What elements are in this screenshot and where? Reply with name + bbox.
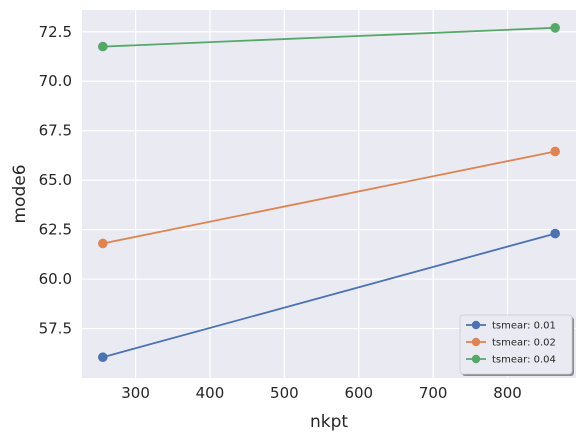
y-tick-label: 57.5 <box>39 320 72 338</box>
legend-label: tsmear: 0.02 <box>492 338 556 349</box>
x-axis-label: nkpt <box>310 412 348 432</box>
legend-item: tsmear: 0.01 <box>466 321 556 332</box>
legend-marker <box>471 354 481 364</box>
data-point <box>550 228 560 239</box>
x-tick-label: 700 <box>419 384 448 402</box>
data-point <box>550 23 560 33</box>
x-tick-label: 300 <box>121 384 150 402</box>
legend-item: tsmear: 0.02 <box>466 338 556 349</box>
x-tick-label: 800 <box>493 384 522 402</box>
x-tick-label: 400 <box>196 384 225 402</box>
series-2 <box>98 146 560 249</box>
legend-box <box>459 314 573 375</box>
y-tick-label: 67.5 <box>39 122 72 140</box>
data-point <box>98 238 108 249</box>
data-point <box>550 146 560 157</box>
y-tick-label: 70.0 <box>39 72 72 90</box>
x-tick-labels: 300 400 500 600 700 800 <box>121 384 522 402</box>
legend-item: tsmear: 0.04 <box>466 355 556 366</box>
series-lines <box>98 23 560 363</box>
x-tick-label: 600 <box>344 384 373 402</box>
y-tick-label: 62.5 <box>39 221 72 239</box>
series-line <box>102 232 556 359</box>
series-1 <box>98 228 560 363</box>
grid <box>82 10 576 378</box>
y-tick-label: 65.0 <box>39 171 72 189</box>
series-line <box>102 26 556 48</box>
data-point <box>98 41 108 52</box>
legend-label: tsmear: 0.01 <box>492 321 556 332</box>
legend-label: tsmear: 0.04 <box>492 355 556 366</box>
legend-marker <box>471 320 481 330</box>
series-3 <box>98 23 560 52</box>
data-point <box>98 352 108 363</box>
legend: tsmear: 0.01 tsmear: 0.02 tsmear: 0.04 <box>459 314 574 376</box>
series-line <box>102 150 556 245</box>
y-axis-label: mode6 <box>10 164 30 223</box>
y-tick-label: 60.0 <box>39 270 72 288</box>
y-tick-label: 72.5 <box>39 23 72 41</box>
legend-marker <box>471 337 481 347</box>
y-tick-labels: 57.5 60.0 62.5 65.0 67.5 70.0 72.5 <box>39 23 72 338</box>
x-tick-label: 500 <box>270 384 299 402</box>
